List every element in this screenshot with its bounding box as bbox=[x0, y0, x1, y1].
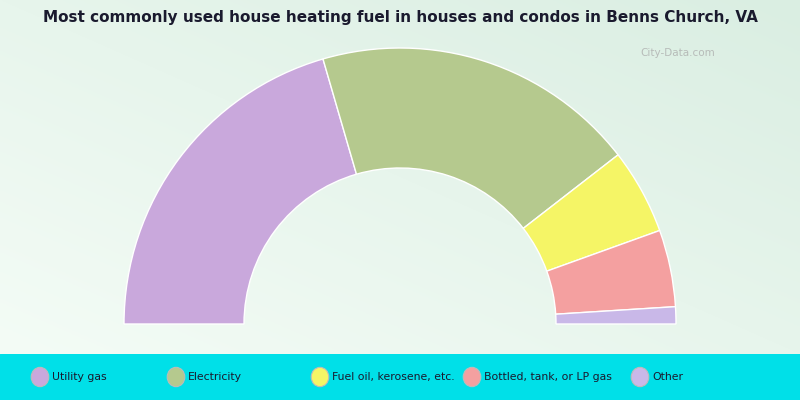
Ellipse shape bbox=[463, 367, 481, 387]
Text: Bottled, tank, or LP gas: Bottled, tank, or LP gas bbox=[484, 372, 612, 382]
Text: Most commonly used house heating fuel in houses and condos in Benns Church, VA: Most commonly used house heating fuel in… bbox=[42, 10, 758, 25]
Text: City-Data.com: City-Data.com bbox=[640, 48, 714, 58]
Ellipse shape bbox=[631, 367, 649, 387]
Text: Utility gas: Utility gas bbox=[52, 372, 106, 382]
Ellipse shape bbox=[31, 367, 49, 387]
Wedge shape bbox=[523, 155, 660, 271]
Ellipse shape bbox=[311, 367, 329, 387]
Wedge shape bbox=[124, 59, 357, 324]
Wedge shape bbox=[323, 48, 618, 228]
Text: Electricity: Electricity bbox=[188, 372, 242, 382]
Text: Fuel oil, kerosene, etc.: Fuel oil, kerosene, etc. bbox=[332, 372, 454, 382]
Text: Other: Other bbox=[652, 372, 683, 382]
Wedge shape bbox=[546, 230, 675, 314]
Ellipse shape bbox=[167, 367, 185, 387]
Wedge shape bbox=[556, 307, 676, 324]
